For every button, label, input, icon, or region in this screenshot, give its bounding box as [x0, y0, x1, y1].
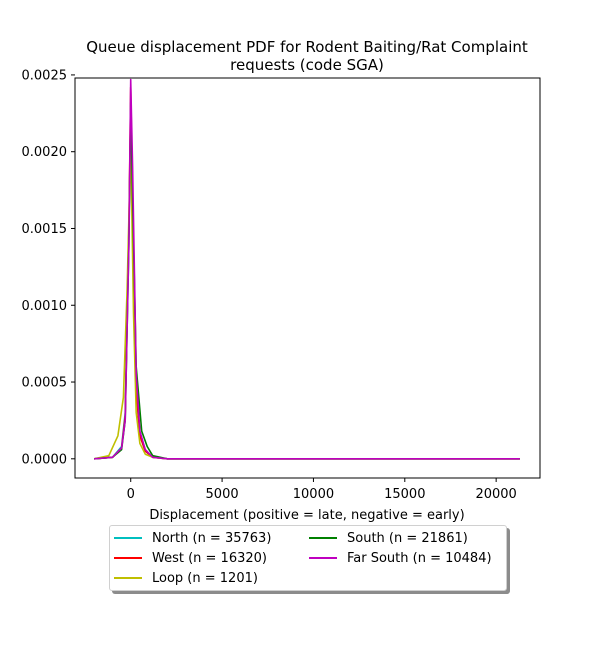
legend-swatch [114, 557, 142, 559]
legend-swatch [309, 557, 337, 559]
legend-label: South (n = 21861) [347, 530, 468, 546]
x-axis-label: Displacement (positive = late, negative … [149, 508, 464, 523]
y-tick-label: 0.0015 [22, 222, 68, 237]
series-line-4 [94, 78, 520, 460]
legend-item: West (n = 16320) [114, 548, 267, 568]
plot-frame [74, 77, 541, 479]
y-tick-label: 0.0025 [22, 68, 68, 83]
legend-label: Far South (n = 10484) [347, 550, 492, 566]
series-line-2 [94, 143, 520, 460]
legend-label: North (n = 35763) [152, 530, 272, 546]
x-tick-label: 10000 [293, 487, 334, 502]
legend-item: South (n = 21861) [309, 528, 468, 548]
chart-title-line-1: Queue displacement PDF for Rodent Baitin… [86, 38, 528, 56]
y-tick-label: 0.0005 [22, 376, 68, 391]
legend-item: Far South (n = 10484) [309, 548, 492, 568]
legend-swatch [114, 537, 142, 539]
x-tick-label: 20000 [475, 487, 516, 502]
x-tick-label: 5000 [206, 487, 239, 502]
x-tick-label: 0 [127, 487, 135, 502]
chart-title-line-2: requests (code SGA) [230, 56, 384, 74]
legend-swatch [114, 577, 142, 579]
legend-label: Loop (n = 1201) [152, 570, 258, 586]
series-line-1 [94, 86, 520, 460]
x-tick-label: 15000 [384, 487, 425, 502]
legend-item: North (n = 35763) [114, 528, 271, 548]
y-tick-label: 0.0010 [22, 299, 68, 314]
legend-item: Loop (n = 1201) [114, 568, 258, 588]
series-line-3 [94, 101, 520, 460]
legend-swatch [309, 537, 337, 539]
axis-layer: 0 5000 10000 15000 20000 0.0000 0.0005 0.0010 0.… [22, 68, 541, 502]
series-layer [94, 78, 520, 460]
legend: North (n = 35763) South (n = 21861) West (… [109, 525, 507, 591]
y-tick-label: 0.0000 [22, 452, 68, 467]
legend-label: West (n = 16320) [152, 550, 267, 566]
series-line-0 [94, 107, 520, 460]
y-tick-label: 0.0020 [22, 145, 68, 160]
